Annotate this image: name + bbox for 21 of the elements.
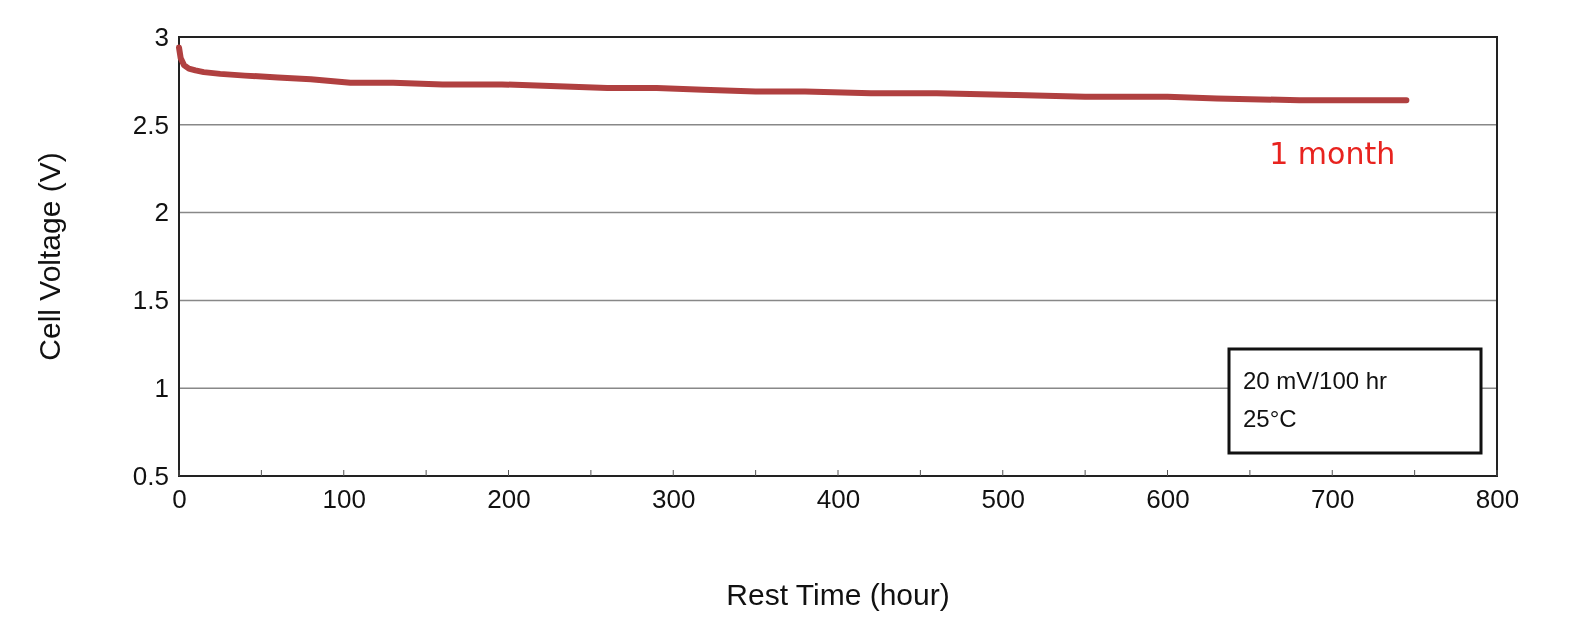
x-tick-label: 100 [322, 484, 366, 515]
x-tick-label: 800 [1475, 484, 1520, 515]
x-tick-label: 300 [652, 484, 696, 515]
y-axis-title: Cell Voltage (V) [33, 152, 66, 361]
x-tick-label: 400 [816, 484, 861, 515]
y-tick-label: 3 [154, 21, 169, 52]
y-tick-label: 1 [154, 373, 169, 404]
x-tick-label: 700 [1311, 484, 1355, 515]
y-tick-label: 0.5 [132, 460, 169, 491]
note-box: 20 mV/100 hr 25°C [1227, 347, 1483, 455]
y-tick-label: 2 [154, 197, 169, 228]
y-tick-label: 2.5 [132, 109, 169, 140]
annotation: 1 month [1269, 136, 1396, 172]
x-tick-label: 500 [981, 484, 1025, 515]
annotation: 20 mV/100 hr [1243, 367, 1388, 394]
x-tick-label: 0 [172, 484, 187, 515]
x-tick-label: 600 [1146, 484, 1190, 515]
x-tick-label: 200 [487, 484, 531, 515]
x-axis-title: Rest Time (hour) [726, 578, 950, 611]
y-tick-label: 1.5 [132, 285, 169, 316]
annotation: 25°C [1243, 405, 1297, 432]
